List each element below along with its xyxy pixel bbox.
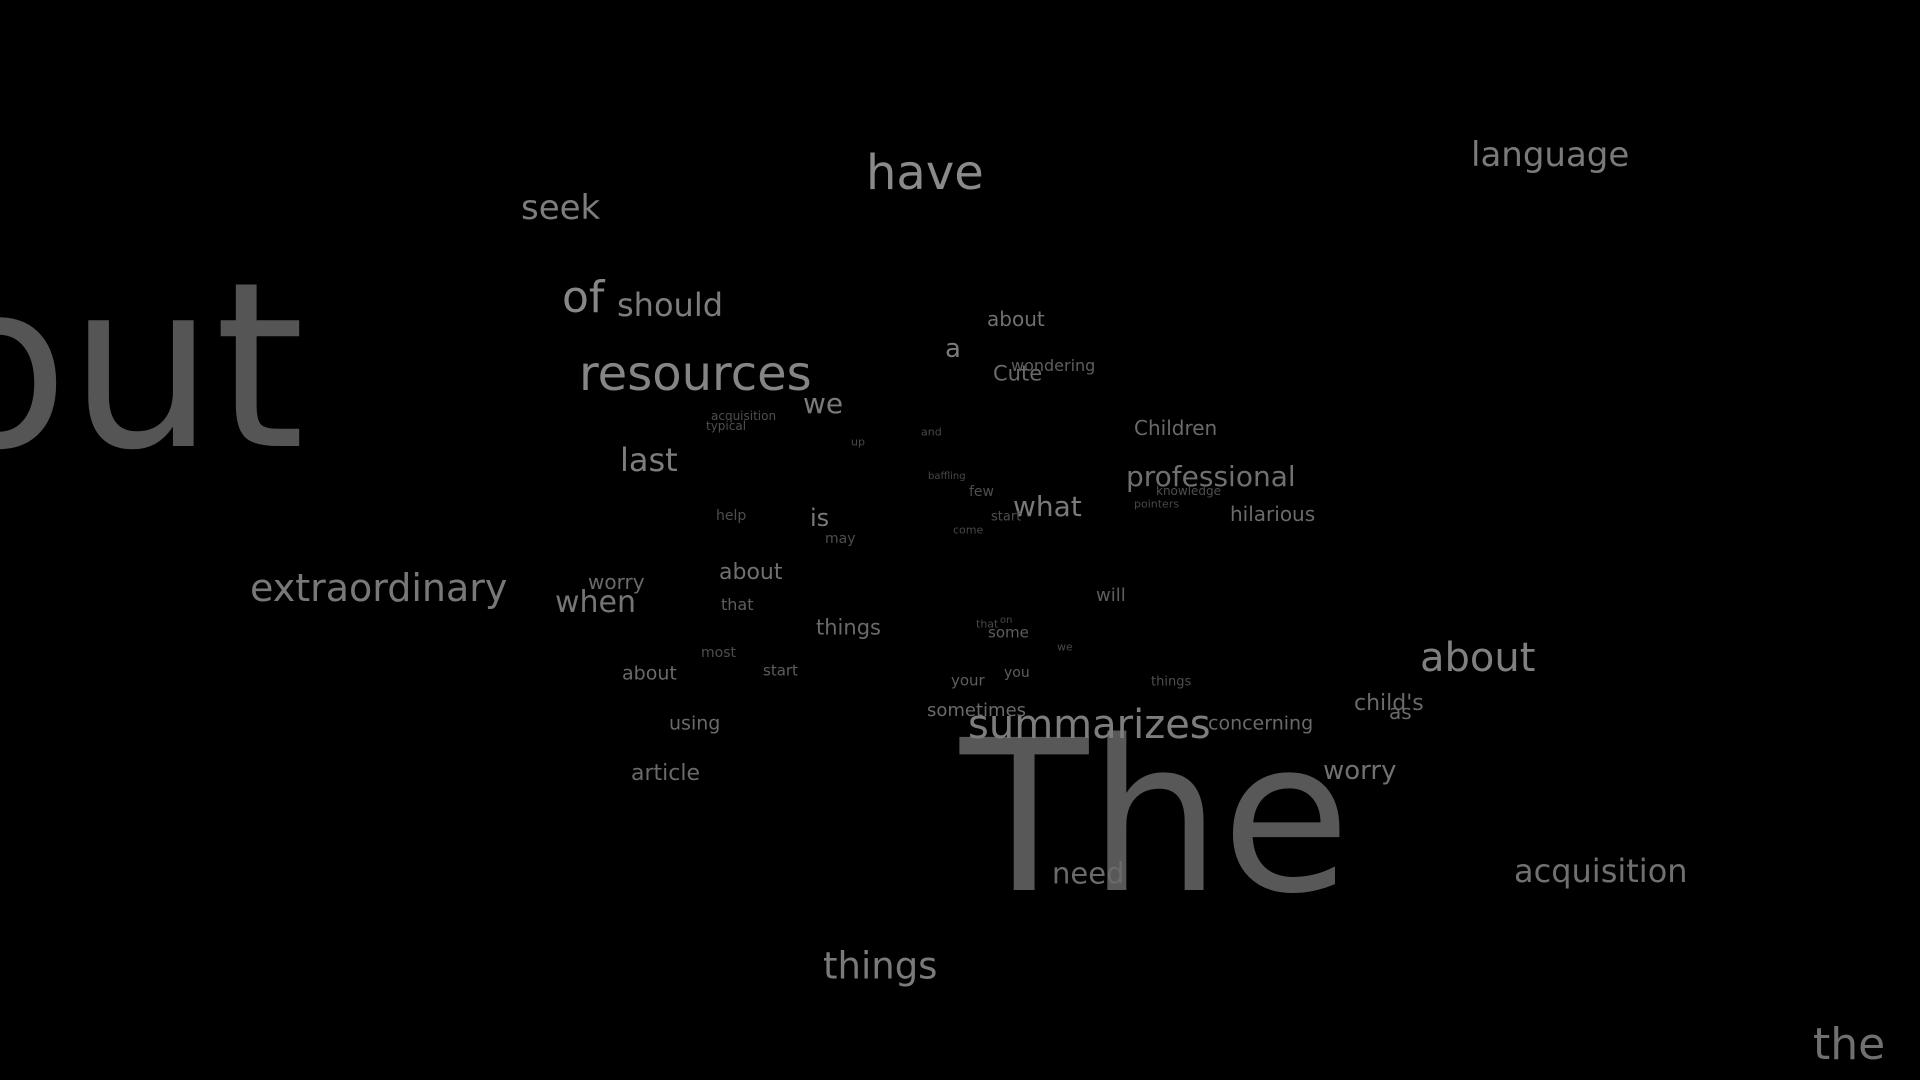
word-as: as (1389, 700, 1412, 724)
word-resources: resources (579, 346, 812, 402)
word-on: on (1000, 615, 1013, 626)
word-and: and (921, 425, 942, 439)
word-knowledge: knowledge (1156, 484, 1222, 498)
word-language: language (1471, 135, 1630, 175)
word-of: of (562, 272, 605, 323)
word-wondering: wondering (1011, 356, 1096, 375)
word-what: what (1013, 490, 1082, 523)
word-will: will (1096, 585, 1126, 606)
word-help: help (716, 508, 747, 524)
word-using: using (669, 712, 721, 735)
word-professional: professional (1126, 460, 1296, 493)
word-have: have (866, 145, 984, 201)
word-out: out (0, 234, 305, 501)
word-about-2: about (719, 560, 783, 585)
word-pointers: pointers (1134, 497, 1180, 511)
word-things-1: things (816, 615, 881, 640)
word-things-2: things (1151, 674, 1192, 690)
word-that-1: that (721, 595, 754, 614)
word-up: up (851, 435, 865, 449)
word-concerning: concerning (1208, 712, 1314, 735)
word-hilarious: hilarious (1230, 502, 1316, 526)
word-baffling: baffling (928, 471, 966, 482)
word-cute: Cute (993, 361, 1043, 386)
word-we-2: we (1057, 640, 1073, 654)
word-that-2: that (976, 617, 999, 631)
word-may: may (825, 531, 856, 547)
word-children: Children (1134, 416, 1218, 440)
word-is: is (810, 504, 830, 532)
word-come: come (953, 523, 984, 537)
word-you: you (1004, 665, 1030, 681)
word-the-large: The (960, 695, 1351, 940)
word-about-3: about (1420, 635, 1536, 681)
word-most: most (701, 645, 736, 661)
word-article: article (631, 761, 701, 786)
word-things-3: things (823, 944, 938, 988)
word-acquisition-large: acquisition (1514, 852, 1688, 890)
word-seek: seek (521, 188, 601, 228)
word-childs: child's (1354, 691, 1424, 716)
word-summarizes: summarizes (968, 702, 1211, 748)
word-we-1: we (803, 387, 844, 420)
word-worry-2: worry (1323, 756, 1397, 786)
word-when: when (555, 585, 637, 620)
word-few: few (969, 484, 994, 500)
word-extraordinary: extraordinary (250, 566, 508, 610)
word-typical: typical (706, 419, 747, 433)
word-start-1: start (991, 509, 1022, 525)
word-last: last (620, 441, 678, 479)
word-some: some (988, 623, 1029, 642)
word-about-4: about (622, 662, 677, 685)
word-acquisition-small: acquisition (711, 409, 777, 423)
word-should: should (617, 286, 724, 324)
word-the-small: the (1813, 1019, 1886, 1070)
word-start-2: start (763, 661, 798, 680)
word-sometimes: sometimes (927, 700, 1027, 721)
word-worry-1: worry (588, 570, 645, 594)
word-a: a (945, 334, 961, 364)
word-about-1: about (987, 307, 1045, 331)
word-need: need (1052, 856, 1125, 891)
word-your: your (951, 671, 985, 690)
